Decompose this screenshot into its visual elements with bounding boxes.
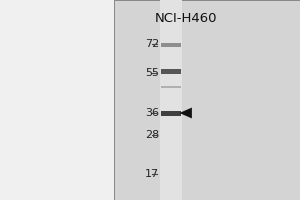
Polygon shape xyxy=(179,108,192,118)
Bar xyxy=(0,0,114,200)
Bar xyxy=(160,0,182,200)
Bar xyxy=(161,86,181,88)
Text: 55: 55 xyxy=(145,68,159,78)
Bar xyxy=(161,43,181,47)
Text: NCI-H460: NCI-H460 xyxy=(155,12,217,25)
Text: 28: 28 xyxy=(145,130,159,140)
Text: 72: 72 xyxy=(145,39,159,49)
Bar xyxy=(161,69,181,74)
Text: 17: 17 xyxy=(145,169,159,179)
Bar xyxy=(114,0,300,200)
Text: 36: 36 xyxy=(145,108,159,118)
Bar xyxy=(161,110,181,116)
